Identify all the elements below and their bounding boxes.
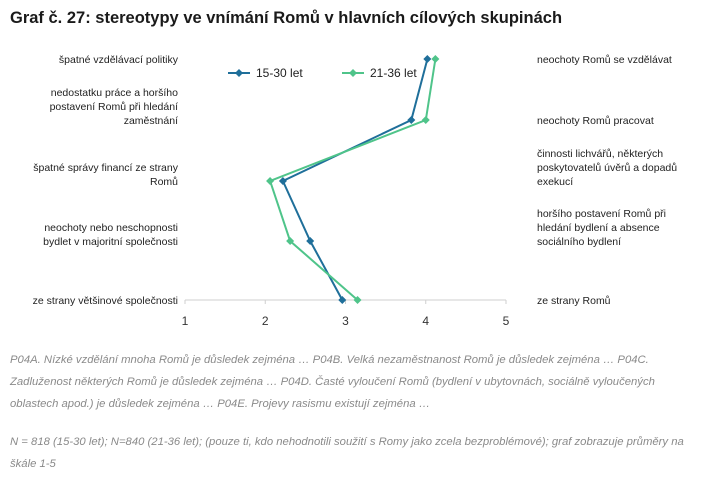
series-line-1 — [281, 58, 429, 301]
data-point — [286, 237, 295, 245]
legend-label: 21-36 let — [370, 66, 417, 80]
chart: 1 2 3 4 5 špatné vzdělávací politiky nedostat… — [33, 54, 678, 328]
x-tick-label: 2 — [262, 314, 269, 328]
left-category-label: špatné vzdělávací politiky — [59, 54, 179, 66]
right-category-label: sociálního bydlení — [537, 236, 621, 248]
right-category-label: horšího postavení Romů při — [537, 208, 666, 220]
legend: 15-30 let 21-36 let — [228, 66, 417, 80]
left-category-label: zaměstnání — [124, 115, 178, 127]
x-tick-label: 4 — [422, 314, 429, 328]
x-tick-label: 5 — [503, 314, 510, 328]
left-category-label: ze strany většinové společnosti — [33, 295, 178, 307]
data-point — [266, 177, 275, 185]
chart-title: Graf č. 27: stereotypy ve vnímání Romů v… — [10, 9, 563, 27]
right-category-label: ze strany Romů — [537, 295, 611, 307]
data-point — [431, 55, 440, 63]
data-point — [407, 116, 416, 124]
right-category-label: neochoty Romů pracovat — [537, 115, 654, 127]
right-category-label: činnosti lichvářů, některých — [537, 148, 663, 160]
series-layer — [266, 55, 440, 304]
legend-label: 15-30 let — [256, 66, 303, 80]
legend-marker — [235, 69, 243, 77]
left-category-label: nedostatku práce a horšího — [51, 87, 178, 99]
x-tick-label: 1 — [182, 314, 189, 328]
series-line-2 — [268, 58, 437, 301]
questions-note: P04A. Nízké vzdělání mnoha Romů je důsle… — [10, 354, 655, 410]
legend-marker — [349, 69, 357, 77]
data-point — [421, 116, 430, 124]
data-point — [423, 55, 432, 63]
x-tick-label: 3 — [342, 314, 349, 328]
axis-layer: 1 2 3 4 5 — [182, 299, 510, 328]
right-category-label: poskytovatelů úvěrů a dopadů — [537, 162, 677, 174]
right-category-label: neochoty Romů se vzdělávat — [537, 54, 672, 66]
right-labels: neochoty Romů se vzdělávat neochoty Romů … — [537, 54, 677, 307]
right-category-label: exekucí — [537, 176, 573, 188]
data-point — [306, 237, 315, 245]
left-category-label: neochoty nebo neschopnosti — [44, 222, 178, 234]
data-point — [338, 296, 347, 304]
left-category-label: bydlet v majoritní společnosti — [43, 236, 178, 248]
left-labels: špatné vzdělávací politiky nedostatku prá… — [33, 54, 179, 307]
right-category-label: hledání bydlení a absence — [537, 222, 660, 234]
data-point — [278, 177, 287, 185]
left-category-label: Romů — [150, 176, 178, 188]
left-category-label: špatné správy financí ze strany — [33, 162, 178, 174]
sample-note: N = 818 (15-30 let); N=840 (21-36 let); … — [10, 436, 684, 470]
data-point — [353, 296, 362, 304]
left-category-label: postavení Romů při hledání — [50, 101, 178, 113]
